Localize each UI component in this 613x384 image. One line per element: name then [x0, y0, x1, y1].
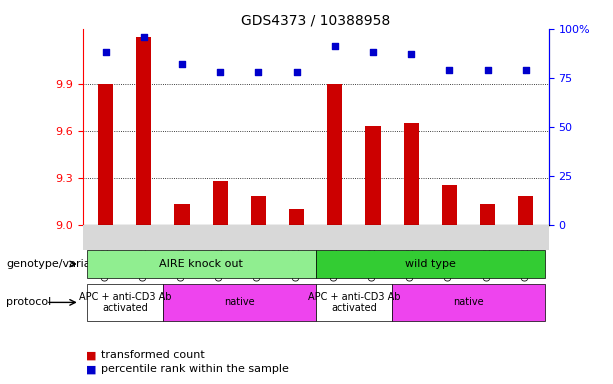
- Bar: [98, 84, 113, 225]
- Text: native: native: [453, 297, 484, 308]
- Bar: [289, 209, 304, 225]
- Point: [177, 61, 187, 67]
- Point: [330, 43, 340, 50]
- Bar: [442, 185, 457, 225]
- Point: [521, 67, 531, 73]
- Bar: [136, 36, 151, 225]
- Text: wild type: wild type: [405, 259, 455, 269]
- Point: [292, 69, 302, 75]
- Text: percentile rank within the sample: percentile rank within the sample: [101, 364, 289, 374]
- Bar: [365, 126, 381, 225]
- Text: ■: ■: [86, 350, 96, 360]
- Bar: [518, 197, 533, 225]
- Text: transformed count: transformed count: [101, 350, 205, 360]
- Bar: [403, 123, 419, 225]
- Point: [444, 67, 454, 73]
- Text: genotype/variation: genotype/variation: [6, 259, 112, 269]
- Point: [254, 69, 264, 75]
- Text: ■: ■: [86, 364, 96, 374]
- Point: [215, 69, 225, 75]
- Point: [406, 51, 416, 57]
- Bar: [213, 181, 228, 225]
- Bar: [327, 84, 343, 225]
- Point: [482, 67, 492, 73]
- Text: AIRE knock out: AIRE knock out: [159, 259, 243, 269]
- Bar: [175, 204, 189, 225]
- Point: [368, 49, 378, 55]
- Point: [101, 49, 110, 55]
- Title: GDS4373 / 10388958: GDS4373 / 10388958: [241, 14, 390, 28]
- Text: APC + anti-CD3 Ab
activated: APC + anti-CD3 Ab activated: [78, 291, 171, 313]
- Text: protocol: protocol: [6, 297, 51, 308]
- Text: APC + anti-CD3 Ab
activated: APC + anti-CD3 Ab activated: [308, 291, 400, 313]
- Text: native: native: [224, 297, 254, 308]
- Bar: [251, 197, 266, 225]
- Bar: [480, 204, 495, 225]
- Point: [139, 33, 149, 40]
